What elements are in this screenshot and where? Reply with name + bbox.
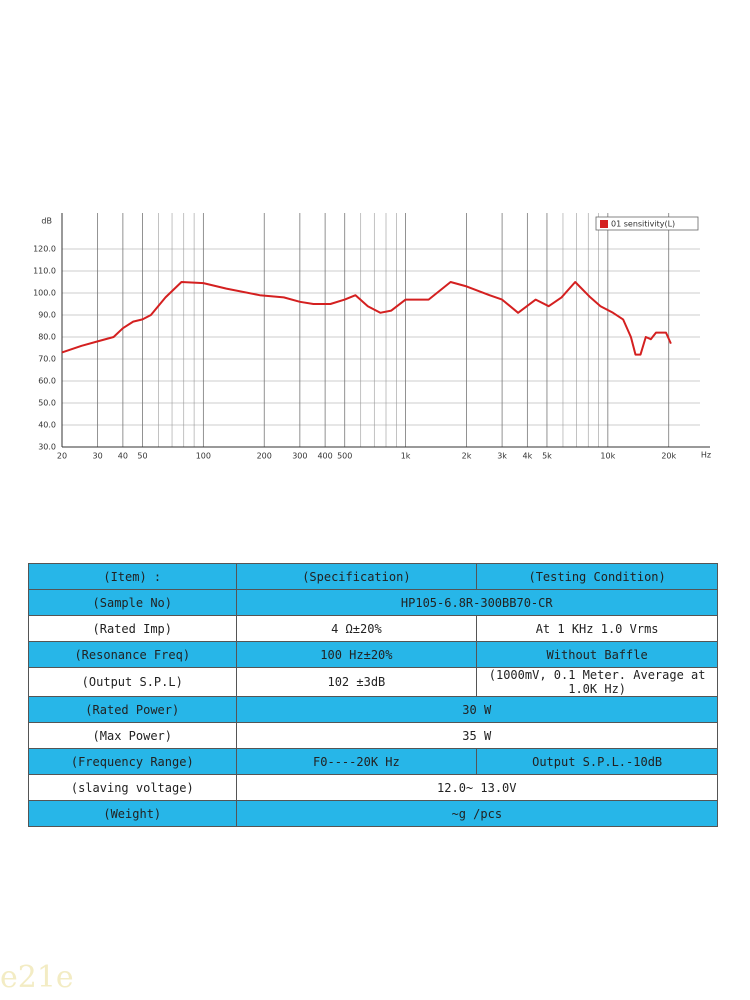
table-row: (Rated Power) 30 W	[28, 696, 719, 723]
table-cell: (Max Power)	[28, 722, 237, 749]
y-tick-label: 90.0	[38, 311, 56, 320]
table-cell: (1000mV, 0.1 Meter. Average at 1.0K Hz)	[476, 667, 718, 697]
y-tick-label: 80.0	[38, 333, 56, 342]
table-cell: (Rated Power)	[28, 696, 237, 723]
y-tick-label: 50.0	[38, 399, 56, 408]
y-tick-label: 70.0	[38, 355, 56, 364]
table-cell: (slaving voltage)	[28, 774, 237, 801]
table-cell: Without Baffle	[476, 641, 718, 668]
table-row: (Sample No) HP105-6.8R-300BB70-CR	[28, 589, 719, 616]
chart: 30.0 40.0 50.0 60.0 70.0 80.0 90.0 100.0 110.0 12…	[33, 213, 711, 461]
legend-label: 01 sensitivity(L)	[611, 220, 675, 229]
table-row: (Item) : (Specification) (Testing Conditio…	[28, 563, 718, 590]
y-tick-label: 40.0	[38, 421, 56, 430]
table-cell: (Specification)	[235, 563, 478, 590]
watermark: e21e	[0, 960, 74, 995]
table-cell: 4 Ω±20%	[235, 615, 478, 642]
table-cell: At 1 KHz 1.0 Vrms	[476, 615, 718, 642]
x-tick-label: 40	[118, 452, 128, 461]
y-tick-label: 100.0	[33, 289, 56, 298]
table-cell: (Output S.P.L)	[28, 667, 237, 697]
x-tick-label: 400	[317, 452, 332, 461]
table-row: (Resonance Freq) 100 Hz±20% Without Baffle	[28, 641, 718, 668]
series-line	[61, 281, 672, 356]
table-cell: (Item) :	[28, 563, 237, 590]
x-tick-label: 4k	[522, 452, 532, 461]
x-tick-label: 3k	[497, 452, 507, 461]
table-row: (slaving voltage) 12.0~ 13.0V	[28, 774, 719, 801]
x-tick-label: 30	[93, 452, 103, 461]
table-cell: (Testing Condition)	[476, 563, 718, 590]
table-cell: (Resonance Freq)	[28, 641, 237, 668]
table-row: (Output S.P.L) 102 ±3dB (1000mV, 0.1 Meter…	[28, 667, 718, 697]
x-tick-label: 50	[137, 452, 147, 461]
table-cell: 30 W	[235, 696, 719, 723]
table-cell: (Weight)	[28, 800, 237, 827]
spec-table: (Item) : (Specification) (Testing Conditio…	[28, 563, 719, 827]
table-cell: HP105-6.8R-300BB70-CR	[235, 589, 719, 616]
table-row: (Rated Imp) 4 Ω±20% At 1 KHz 1.0 Vrms	[28, 615, 718, 642]
x-tick-label: 200	[257, 452, 272, 461]
table-cell: 100 Hz±20%	[235, 641, 478, 668]
y-tick-label: 60.0	[38, 377, 56, 386]
legend-box	[595, 216, 699, 231]
table-cell: F0----20K Hz	[235, 748, 478, 775]
x-tick-label: 20	[57, 452, 67, 461]
table-row: (Weight) ~g /pcs	[28, 800, 719, 827]
table-cell: (Sample No)	[28, 589, 237, 616]
y-tick-label: 110.0	[33, 267, 56, 276]
x-tick-label: 2k	[462, 452, 472, 461]
table-row: (Max Power) 35 W	[28, 722, 719, 749]
table-cell: ~g /pcs	[235, 800, 719, 827]
x-tick-label: 300	[292, 452, 307, 461]
x-tick-label: 10k	[600, 452, 615, 461]
x-tick-label: 1k	[401, 452, 411, 461]
table-cell: 35 W	[235, 722, 719, 749]
table-cell: (Frequency Range)	[28, 748, 237, 775]
y-tick-label: 30.0	[38, 443, 56, 452]
x-tick-label: 100	[196, 452, 211, 461]
x-tick-label: 500	[337, 452, 352, 461]
table-row: (Frequency Range) F0----20K Hz Output S.P.…	[28, 748, 718, 775]
y-tick-label: 120.0	[33, 245, 56, 254]
x-tick-label: 20k	[661, 452, 676, 461]
table-cell: 102 ±3dB	[235, 667, 478, 697]
y-axis-label: dB	[41, 217, 52, 226]
x-tick-label: 5k	[542, 452, 552, 461]
x-axis-label: Hz	[701, 451, 711, 460]
table-cell: 12.0~ 13.0V	[235, 774, 719, 801]
table-cell: (Rated Imp)	[28, 615, 237, 642]
table-cell: Output S.P.L.-10dB	[476, 748, 718, 775]
legend-swatch	[600, 220, 608, 228]
